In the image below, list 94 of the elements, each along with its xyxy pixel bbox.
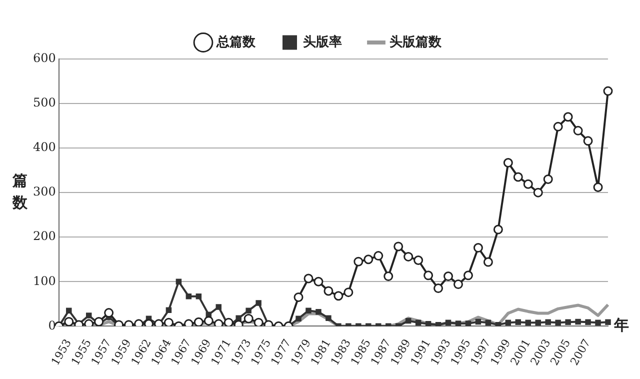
point bbox=[523, 179, 533, 189]
point bbox=[503, 158, 513, 168]
point bbox=[414, 256, 424, 266]
point bbox=[166, 307, 172, 313]
point bbox=[254, 318, 264, 326]
point bbox=[304, 274, 314, 284]
point bbox=[384, 272, 394, 282]
y-tick-label: 200 bbox=[33, 229, 56, 244]
point bbox=[294, 292, 304, 302]
point bbox=[86, 312, 92, 318]
point bbox=[495, 322, 502, 326]
point bbox=[354, 256, 364, 266]
point bbox=[593, 182, 603, 192]
y-tick-label: 0 bbox=[48, 318, 56, 332]
point bbox=[583, 136, 593, 146]
x-axis-title: 年 bbox=[613, 316, 629, 334]
point bbox=[543, 174, 553, 184]
point bbox=[306, 308, 312, 314]
point bbox=[415, 320, 422, 326]
point bbox=[545, 319, 551, 326]
point bbox=[424, 270, 434, 280]
point bbox=[404, 252, 414, 262]
point bbox=[324, 286, 334, 296]
point bbox=[405, 318, 412, 324]
point bbox=[394, 242, 404, 252]
point bbox=[563, 112, 573, 122]
point bbox=[555, 320, 561, 326]
point bbox=[316, 309, 322, 315]
point bbox=[435, 322, 442, 326]
point bbox=[605, 319, 611, 326]
point bbox=[505, 320, 512, 326]
point bbox=[434, 284, 444, 294]
point bbox=[553, 122, 563, 132]
point bbox=[585, 319, 591, 326]
point bbox=[246, 308, 252, 314]
point bbox=[575, 318, 581, 325]
point bbox=[164, 318, 174, 326]
point bbox=[204, 316, 214, 326]
point bbox=[453, 280, 463, 290]
point bbox=[445, 320, 452, 326]
point bbox=[595, 320, 601, 326]
point bbox=[334, 291, 344, 301]
point bbox=[485, 320, 492, 326]
point bbox=[525, 320, 532, 326]
point bbox=[573, 126, 583, 136]
point bbox=[444, 272, 454, 282]
point bbox=[463, 270, 473, 280]
point bbox=[256, 300, 262, 306]
point bbox=[216, 304, 222, 310]
y-tick-label: 500 bbox=[33, 96, 56, 110]
y-tick-label: 400 bbox=[33, 140, 56, 154]
point bbox=[475, 318, 482, 325]
y-tick-label: 600 bbox=[33, 51, 56, 66]
legend-label: 总篇数 bbox=[215, 34, 256, 50]
y-tick-label: 300 bbox=[33, 184, 56, 199]
legend-label: 头版率 bbox=[302, 34, 342, 50]
point bbox=[214, 319, 224, 326]
y-tick-label: 100 bbox=[33, 274, 56, 288]
point bbox=[144, 319, 154, 326]
point bbox=[244, 314, 254, 324]
point bbox=[84, 319, 94, 326]
point bbox=[184, 319, 194, 326]
point bbox=[535, 320, 541, 326]
point bbox=[513, 172, 523, 182]
point bbox=[364, 254, 374, 264]
point bbox=[194, 317, 204, 326]
y-axis-title: 篇数 bbox=[12, 171, 28, 212]
point bbox=[455, 320, 462, 326]
point bbox=[236, 315, 242, 322]
point bbox=[326, 315, 332, 322]
point bbox=[344, 288, 354, 298]
point bbox=[314, 276, 324, 286]
point bbox=[64, 316, 74, 326]
point bbox=[483, 257, 493, 267]
point bbox=[66, 308, 72, 314]
point bbox=[603, 86, 613, 96]
point bbox=[176, 278, 182, 284]
point bbox=[465, 320, 472, 326]
point bbox=[154, 319, 164, 326]
point bbox=[493, 224, 503, 234]
point bbox=[196, 293, 202, 300]
point bbox=[533, 188, 543, 198]
legend-label: 头版篇数 bbox=[389, 34, 442, 50]
point bbox=[565, 319, 571, 326]
point bbox=[134, 319, 144, 326]
point bbox=[94, 316, 104, 326]
point bbox=[515, 319, 522, 326]
point bbox=[296, 316, 302, 322]
point bbox=[186, 293, 192, 300]
point bbox=[104, 308, 114, 318]
point bbox=[224, 318, 234, 326]
point bbox=[473, 243, 483, 253]
point bbox=[374, 251, 384, 261]
point bbox=[425, 321, 432, 326]
